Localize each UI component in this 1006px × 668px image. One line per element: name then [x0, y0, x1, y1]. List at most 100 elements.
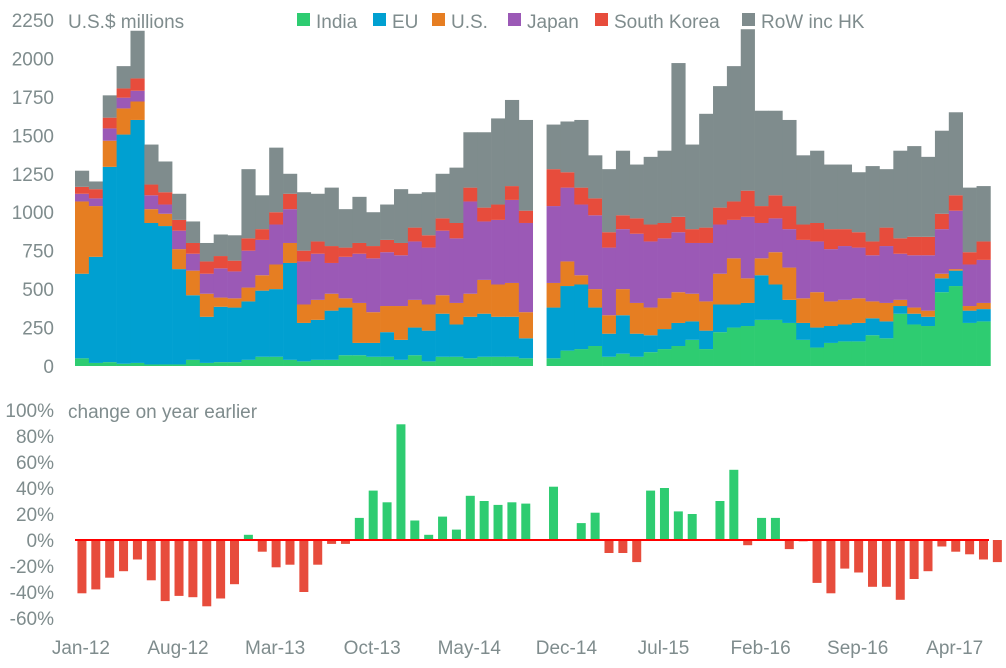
change-bar: [854, 540, 864, 573]
bar-segment-u-s-: [477, 279, 492, 314]
y-tick-label: 500: [22, 280, 54, 301]
bar-segment-india: [269, 356, 284, 366]
bar-segment-south-korea: [491, 204, 506, 220]
bar-segment-india: [213, 362, 228, 366]
bar-segment-eu: [782, 299, 797, 323]
bar-segment-row-inc-hk: [796, 155, 811, 225]
bar-segment-india: [88, 362, 104, 366]
y-tick-label: 2250: [12, 11, 54, 32]
bar-segment-india: [934, 292, 950, 366]
bar-segment-india: [296, 361, 312, 366]
change-bar: [230, 540, 239, 585]
bar-segment-south-korea: [435, 218, 450, 231]
bar-segment-japan: [199, 273, 214, 294]
bar-segment-japan: [463, 201, 478, 294]
bar-segment-row-inc-hk: [366, 212, 381, 247]
bar-segment-india: [477, 356, 492, 366]
bar-segment-u-s-: [269, 264, 284, 290]
bar-segment-japan: [685, 242, 700, 294]
bar-segment-row-inc-hk: [144, 144, 159, 185]
bar-segment-japan: [255, 239, 270, 276]
bar-segment-row-inc-hk: [810, 150, 825, 223]
bar-segment-japan: [394, 255, 409, 307]
bar-segment-india: [921, 326, 936, 366]
bar-segment-south-korea: [116, 88, 131, 98]
bar-segment-row-inc-hk: [477, 132, 492, 208]
bar-segment-row-inc-hk: [491, 118, 506, 205]
bar-segment-row-inc-hk: [75, 170, 90, 187]
x-tick-label: Feb-16: [730, 638, 790, 659]
bar-segment-japan: [657, 238, 672, 299]
bar-segment-row-inc-hk: [837, 164, 853, 230]
bar-segment-u-s-: [560, 261, 575, 287]
bar-segment-u-s-: [394, 306, 409, 340]
bar-segment-india: [976, 321, 991, 366]
bar-segment-japan: [976, 259, 991, 303]
bar-segment-south-korea: [352, 242, 367, 254]
change-bar: [438, 516, 448, 540]
bar-segment-south-korea: [726, 201, 742, 220]
bar-segment-south-korea: [921, 236, 936, 256]
bar-segment-south-korea: [75, 186, 90, 194]
bar-segment-japan: [130, 90, 145, 102]
bar-segment-india: [255, 356, 270, 366]
bar-segment-japan: [962, 264, 977, 307]
bar-segment-japan: [810, 241, 825, 293]
bar-segment-eu: [449, 324, 464, 357]
bar-segment-south-korea: [283, 193, 298, 210]
bar-segment-india: [851, 341, 866, 366]
bar-segment-japan: [546, 206, 561, 283]
change-bar: [812, 540, 822, 583]
change-bar: [382, 502, 392, 540]
bar-segment-japan: [893, 253, 908, 300]
bar-segment-india: [324, 359, 339, 366]
bar-segment-japan: [102, 128, 117, 141]
bar-segment-u-s-: [407, 299, 423, 328]
change-bar: [743, 540, 753, 546]
bar-segment-row-inc-hk: [726, 66, 742, 202]
bar-segment-japan: [602, 247, 617, 316]
bar-segment-south-korea: [685, 229, 700, 243]
change-bar: [687, 514, 697, 540]
bar-segment-japan: [588, 215, 603, 290]
bar-segment-south-korea: [560, 172, 575, 188]
bar-segment-u-s-: [823, 301, 839, 327]
bar-segment-india: [657, 349, 672, 366]
bar-segment-eu: [199, 316, 214, 363]
change-bar: [160, 540, 170, 602]
bar-segment-japan: [796, 239, 811, 299]
bar-segment-u-s-: [130, 101, 145, 120]
bar-segment-japan: [296, 261, 312, 305]
bar-segment-eu: [837, 324, 853, 342]
y-tick-label: 0%: [27, 531, 55, 552]
bar-segment-eu: [185, 295, 201, 360]
bar-segment-india: [75, 358, 90, 366]
change-bar: [202, 540, 212, 607]
bar-segment-south-korea: [213, 256, 228, 269]
bar-segment-india: [685, 339, 700, 366]
bar-segment-india: [366, 356, 381, 366]
bar-segment-india: [172, 364, 187, 366]
bar-segment-south-korea: [172, 219, 187, 231]
bar-segment-eu: [588, 307, 603, 346]
bar-segment-eu: [546, 307, 561, 359]
bar-segment-india: [394, 359, 409, 366]
change-bar: [895, 540, 905, 600]
bar-segment-u-s-: [199, 293, 214, 317]
y-tick-label: 40%: [16, 479, 54, 500]
bar-segment-row-inc-hk: [463, 132, 478, 188]
bar-segment-south-korea: [713, 207, 728, 225]
bar-segment-row-inc-hk: [352, 196, 367, 243]
bar-segment-japan: [75, 193, 90, 202]
bar-segment-u-s-: [754, 258, 769, 276]
bar-segment-india: [144, 364, 159, 366]
bar-segment-row-inc-hk: [324, 187, 339, 247]
bar-segment-south-korea: [810, 222, 825, 242]
bar-segment-south-korea: [934, 213, 950, 230]
bar-segment-japan: [768, 218, 783, 253]
bar-segment-south-korea: [477, 207, 492, 222]
bar-segment-u-s-: [504, 282, 520, 317]
bar-segment-eu: [893, 306, 908, 314]
bar-segment-india: [879, 338, 894, 366]
